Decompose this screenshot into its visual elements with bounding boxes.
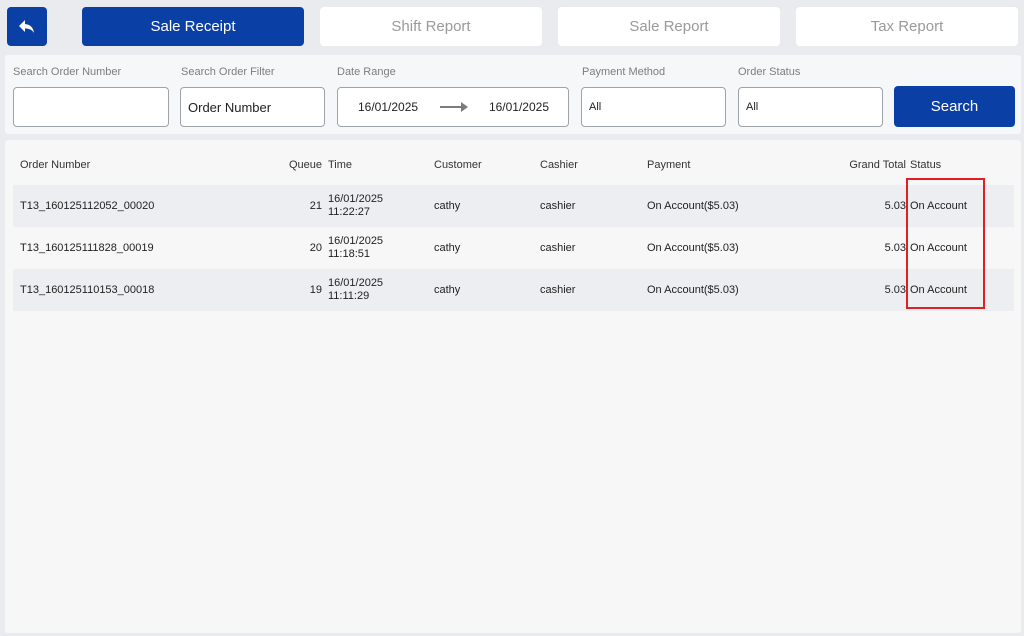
search-button[interactable]: Search	[894, 86, 1015, 127]
cell-payment: On Account($5.03)	[647, 200, 739, 212]
cell-status: On Account	[910, 242, 967, 254]
header-order-number: Order Number	[20, 159, 91, 171]
cell-grand-total: 5.03	[884, 284, 906, 296]
cell-time: 16/01/2025 11:22:27	[328, 193, 383, 219]
cell-time-value: 11:18:51	[328, 248, 371, 260]
cell-cashier: cashier	[540, 200, 576, 212]
header-payment: Payment	[647, 159, 691, 171]
header-cashier: Cashier	[540, 159, 578, 171]
order-filter-label: Search Order Filter	[181, 66, 275, 78]
order-filter-select[interactable]: Order Number	[180, 87, 325, 127]
cell-queue: 20	[309, 242, 322, 254]
header-queue: Queue	[288, 159, 322, 171]
header-status: Status	[910, 159, 942, 171]
tab-sale-report[interactable]: Sale Report	[558, 7, 780, 46]
cell-date-value: 16/01/2025	[328, 277, 384, 289]
date-range-label: Date Range	[337, 66, 396, 78]
cell-customer: cathy	[434, 242, 461, 254]
date-to: 16/01/2025	[488, 100, 549, 114]
table-header: Order Number Queue Time Customer Cashier…	[13, 152, 1014, 178]
header-grand-total: Grand Total	[849, 159, 906, 171]
top-bar: Sale Receipt Shift Report Sale Report Ta…	[0, 0, 1024, 52]
date-from: 16/01/2025	[358, 100, 419, 114]
order-status-label: Order Status	[738, 66, 801, 78]
cell-order-number: T13_160125110153_00018	[20, 284, 155, 296]
cell-time: 16/01/2025 11:11:29	[328, 277, 383, 303]
table-row[interactable]: T13_160125111828_00019 20 16/01/2025 11:…	[13, 227, 1014, 269]
cell-status: On Account	[910, 284, 967, 296]
payment-method-label: Payment Method	[582, 66, 666, 78]
payment-method-select[interactable]: All	[581, 87, 726, 127]
cell-payment: On Account($5.03)	[647, 242, 739, 254]
date-range-picker[interactable]: 16/01/2025 16/01/2025	[337, 87, 569, 127]
order-status-select[interactable]: All	[738, 87, 883, 127]
cell-payment: On Account($5.03)	[647, 284, 739, 296]
tab-shift-report[interactable]: Shift Report	[320, 7, 542, 46]
cell-order-number: T13_160125111828_00019	[20, 242, 154, 254]
back-button[interactable]	[7, 7, 47, 46]
results-panel: Order Number Queue Time Customer Cashier…	[5, 140, 1021, 633]
cell-order-number: T13_160125112052_00020	[20, 200, 155, 212]
cell-date-value: 16/01/2025	[328, 235, 384, 247]
cell-time-value: 11:22:27	[328, 206, 371, 218]
cell-cashier: cashier	[540, 242, 576, 254]
cell-grand-total: 5.03	[884, 200, 906, 212]
table-row[interactable]: T13_160125112052_00020 21 16/01/2025 11:…	[13, 185, 1014, 227]
header-time: Time	[328, 159, 353, 171]
cell-time-value: 11:11:29	[328, 290, 370, 302]
cell-date-value: 16/01/2025	[328, 193, 384, 205]
arrow-right-icon	[439, 102, 468, 112]
order-number-input[interactable]	[13, 87, 169, 127]
cell-queue: 19	[309, 284, 322, 296]
order-number-label: Search Order Number	[13, 66, 122, 78]
filter-panel: Search Order Number Search Order Filter …	[5, 55, 1021, 134]
tab-tax-report[interactable]: Tax Report	[796, 7, 1018, 46]
cell-grand-total: 5.03	[884, 242, 906, 254]
cell-time: 16/01/2025 11:18:51	[328, 235, 383, 261]
cell-cashier: cashier	[540, 284, 576, 296]
cell-status: On Account	[910, 200, 967, 212]
cell-queue: 21	[309, 200, 322, 212]
table-row[interactable]: T13_160125110153_00018 19 16/01/2025 11:…	[13, 269, 1014, 311]
header-customer: Customer	[434, 159, 482, 171]
cell-customer: cathy	[434, 284, 461, 296]
cell-customer: cathy	[434, 200, 461, 212]
tab-sale-receipt[interactable]: Sale Receipt	[82, 7, 304, 46]
back-arrow-icon	[19, 19, 34, 33]
